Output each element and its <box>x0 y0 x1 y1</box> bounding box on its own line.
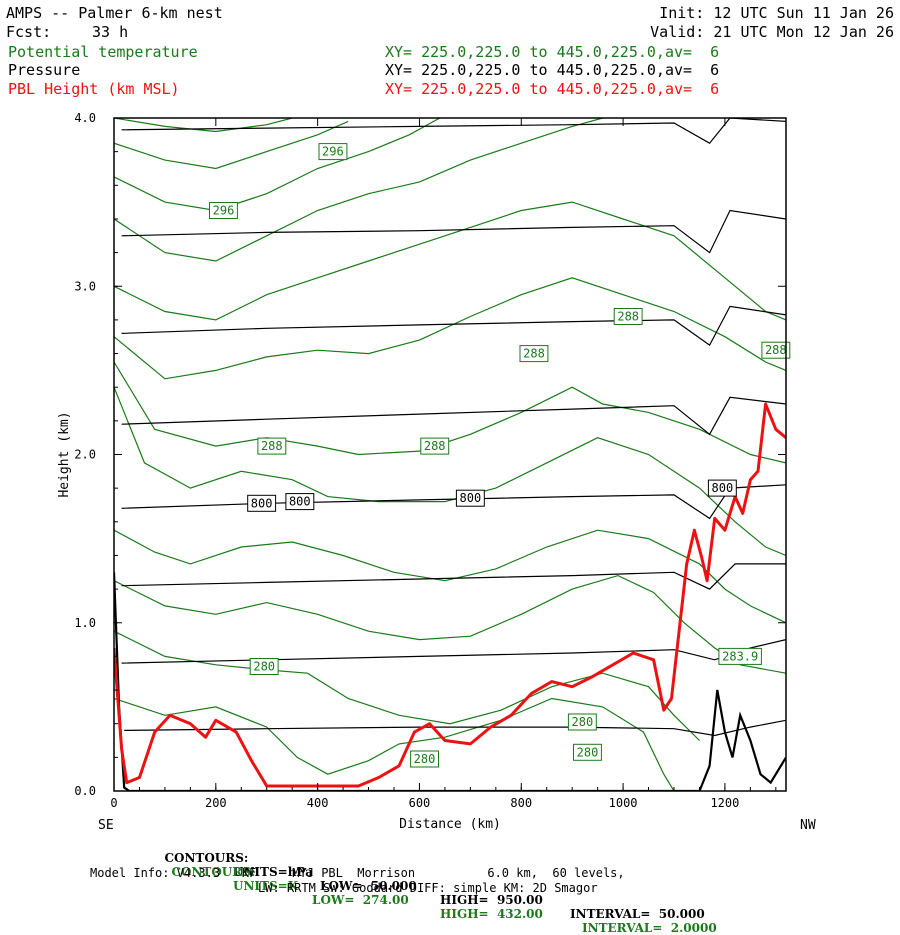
model-title: AMPS -- Palmer 6-km nest <box>6 4 223 22</box>
contour-label-box-12 <box>718 647 762 665</box>
contour-label-8: 800 <box>289 495 311 509</box>
theta-contour-1 <box>114 630 700 741</box>
y-axis-label: Height (km) <box>57 411 72 497</box>
pbl-height-line <box>114 402 786 788</box>
forecast-hours: 33 h <box>92 23 129 41</box>
init-time: Init: 12 UTC Sun 11 Jan 26 <box>659 4 894 22</box>
contour-label-box-3 <box>519 345 549 363</box>
theta-contour-11 <box>114 118 293 133</box>
contour-label-15: 280 <box>414 752 436 766</box>
footer-pressure-interval: INTERVAL= 50.000 <box>570 907 705 921</box>
contour-label-11: 280 <box>253 660 275 674</box>
contour-label-box-5 <box>257 437 287 455</box>
y-tick-label-4: 4.0 <box>74 111 96 125</box>
theta-contour-2 <box>114 574 786 674</box>
contour-label-5: 288 <box>261 439 283 453</box>
contour-label-3: 288 <box>523 347 545 361</box>
contour-label-7: 800 <box>251 496 273 510</box>
contour-label-box-13 <box>567 713 597 731</box>
x-tick-label-2: 400 <box>307 796 329 810</box>
field-name-theta: Potential temperature <box>8 43 198 61</box>
pressure-contour-700 <box>121 305 786 346</box>
contour-label-box-4 <box>761 341 791 359</box>
field-xy-pbl: XY= 225.0,225.0 to 445.0,225.0,av= 6 <box>385 80 720 98</box>
footer-pressure-high: HIGH= 950.00 <box>440 893 543 907</box>
contour-label-2: 288 <box>617 310 639 324</box>
footer-pressure-units: UNITS=hPa <box>233 865 313 879</box>
contour-label-box-7 <box>247 494 277 512</box>
x-tick-label-1: 200 <box>205 796 227 810</box>
y-tick-label-2: 2.0 <box>74 448 96 462</box>
contour-label-9: 800 <box>460 491 482 505</box>
x-axis-label: Distance (km) <box>399 817 501 832</box>
endpoint-nw-label: NW <box>800 818 816 833</box>
footer-theta-low: LOW= 274.00 <box>312 893 409 907</box>
x-tick-label-0: 0 <box>110 796 117 810</box>
contour-label-box-10 <box>707 479 737 497</box>
theta-contour-8 <box>114 118 603 262</box>
contour-label-box-1 <box>209 202 238 219</box>
theta-contour-3 <box>114 529 786 624</box>
footer-theta-contours: CONTOURS: UNITS=K LOW= 274.00 HIGH= 432.… <box>157 851 716 935</box>
y-tick-label-3: 3.0 <box>74 279 96 293</box>
contour-label-12: 283.9 <box>722 649 758 663</box>
x-tick-label-4: 800 <box>510 796 532 810</box>
footer-theta-label: CONTOURS: <box>171 865 256 879</box>
footer-pressure-low: LOW= 50.000 <box>320 879 417 893</box>
field-xy-pressure: XY= 225.0,225.0 to 445.0,225.0,av= 6 <box>385 61 720 79</box>
contour-label-box-8 <box>285 493 315 511</box>
y-tick-label-1: 1.0 <box>74 616 96 630</box>
endpoint-se-label: SE <box>98 818 114 833</box>
footer-theta-units: UNITS=K <box>233 879 299 893</box>
contour-label-box-2 <box>613 308 643 325</box>
cross-section-chart: 296 296 288 288 288 288 288 800 800 800 800 280 283.… <box>57 111 816 833</box>
theta-contour-9 <box>114 118 441 212</box>
theta-contour-0 <box>114 697 675 791</box>
pressure-contour-850 <box>121 563 786 590</box>
theta-contour-4 <box>114 386 786 557</box>
x-tick-label-3: 600 <box>409 796 431 810</box>
y-tick-label-0: 0.0 <box>74 784 96 798</box>
valid-time: Valid: 21 UTC Mon 12 Jan 26 <box>650 23 894 41</box>
footer-pressure-label: CONTOURS: <box>164 851 249 865</box>
contour-label-box-6 <box>420 437 450 455</box>
contour-label-13: 280 <box>572 715 594 729</box>
contour-label-box-11 <box>249 658 279 675</box>
footer-model-info-2: LW: RRTM SW: Goddard DIFF: simple KM: 2D… <box>258 881 598 895</box>
terrain-line <box>114 572 786 791</box>
footer-theta-high: HIGH= 432.00 <box>440 907 543 921</box>
contour-label-14: 280 <box>577 745 599 759</box>
field-name-pressure: Pressure <box>8 61 81 79</box>
pressure-contour-750 <box>121 396 786 436</box>
contour-label-box-14 <box>573 743 602 761</box>
theta-contour-7 <box>114 201 786 321</box>
pressure-contour-650 <box>121 209 786 254</box>
contour-label-box-0 <box>318 143 348 161</box>
footer-theta-interval: INTERVAL= 2.0000 <box>582 921 717 935</box>
contour-label-box-9 <box>455 489 485 507</box>
x-tick-label-5: 1000 <box>609 796 638 810</box>
theta-contour-10 <box>114 120 349 170</box>
footer-model-info: Model Info: V4.3.3 KF MYJ PBL Morrison 6… <box>90 866 625 880</box>
theta-contour-5 <box>114 361 786 464</box>
field-xy-theta: XY= 225.0,225.0 to 445.0,225.0,av= 6 <box>385 43 720 61</box>
contour-label-0: 296 <box>322 145 344 159</box>
contour-label-6: 288 <box>424 439 446 453</box>
field-name-pbl: PBL Height (km MSL) <box>8 80 180 98</box>
contour-label-10: 800 <box>712 481 734 495</box>
pressure-contour-800 <box>121 484 786 520</box>
contour-label-1: 296 <box>213 204 235 218</box>
theta-contour-6 <box>114 277 786 380</box>
contour-label-box-15 <box>410 750 440 768</box>
contour-label-4: 288 <box>765 343 787 357</box>
x-tick-label-6: 1200 <box>710 796 739 810</box>
pressure-contour-900 <box>121 639 786 664</box>
forecast-label: Fcst: <box>6 23 52 41</box>
